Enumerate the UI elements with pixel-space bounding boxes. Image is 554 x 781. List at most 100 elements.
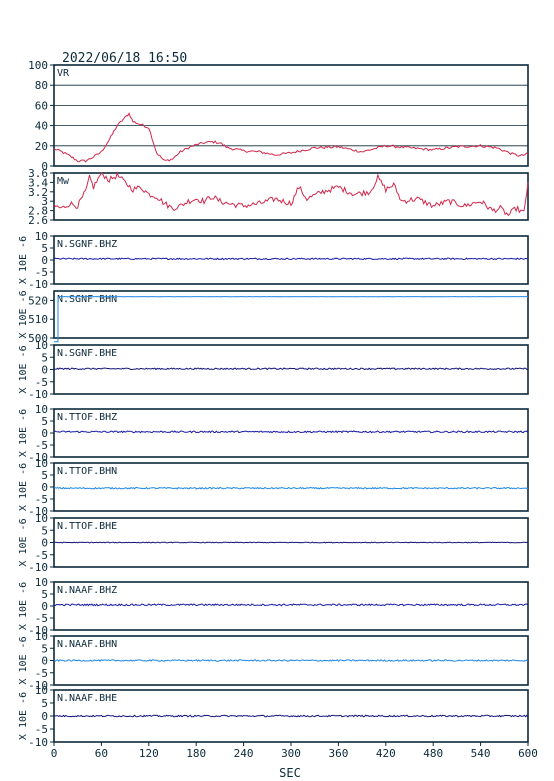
unit-label: X 10E -6 (18, 582, 29, 630)
y-tick-label: 10 (35, 230, 48, 243)
y-tick-label: -10 (28, 736, 48, 749)
y-tick-label: -10 (28, 624, 48, 637)
y-tick-label: 60 (35, 99, 48, 112)
y-tick-label: 500 (28, 332, 48, 345)
y-tick-label: 2.8 (28, 205, 48, 218)
y-tick-label: 510 (28, 313, 48, 326)
y-tick-label: 100 (28, 59, 48, 72)
y-tick-label: 5 (41, 415, 48, 428)
timestamp-title: 2022/06/18 16:50 (62, 51, 187, 66)
y-tick-label: 3.6 (28, 167, 48, 180)
unit-label: X 10E -6 (18, 236, 29, 284)
y-tick-label: -5 (35, 723, 48, 736)
y-tick-label: 40 (35, 120, 48, 133)
y-tick-label: 3 (41, 195, 48, 208)
x-tick-label: 300 (281, 747, 301, 760)
panel-label: N.TTOF.BHE (57, 521, 117, 532)
trace-line (54, 295, 528, 343)
unit-label: X 10E -6 (18, 345, 29, 393)
y-tick-label: 10 (35, 339, 48, 352)
panel-frame (53, 172, 529, 221)
x-tick-label: 420 (376, 747, 396, 760)
y-tick-label: 5 (41, 469, 48, 482)
x-tick-label: 0 (51, 747, 58, 760)
panel-label: N.SGNF.BHE (57, 348, 117, 359)
unit-label: X 10E -6 (18, 409, 29, 457)
panel-frame (53, 64, 529, 167)
unit-label: X 10E -6 (18, 463, 29, 511)
unit-label: X 10E -6 (18, 290, 29, 338)
panel-label: N.NAAF.BHN (57, 639, 117, 650)
y-tick-label: -5 (35, 439, 48, 452)
y-tick-label: 5 (41, 524, 48, 537)
x-axis: 0 60 120 180 240 300 360 420 480 540 600 (51, 742, 538, 760)
y-tick-label: 5 (41, 242, 48, 255)
y-tick-label: 80 (35, 79, 48, 92)
panel-label: N.TTOF.BHN (57, 466, 117, 477)
x-tick-label: 60 (95, 747, 108, 760)
trace-line (53, 367, 529, 371)
panel-mw: 2.62.833.23.43.6 Mw (28, 167, 529, 227)
y-tick-label: -5 (35, 612, 48, 625)
y-tick-label: 0 (41, 655, 48, 668)
y-tick-label: -5 (35, 549, 48, 562)
y-tick-label: 0 (41, 160, 48, 173)
y-tick-label: -5 (35, 667, 48, 680)
trace-line (53, 659, 529, 662)
y-tick-label: -5 (35, 266, 48, 279)
panel-vr: 0 20 40 60 80 100 VR (28, 59, 529, 173)
y-tick-label: 0 (41, 537, 48, 550)
y-tick-label: 520 (28, 294, 48, 307)
y-tick-label: 20 (35, 140, 48, 153)
panel-label: N.NAAF.BHZ (57, 585, 117, 596)
trace-line (53, 257, 528, 261)
trace-line (53, 112, 529, 163)
panel-label: N.SGNF.BHZ (57, 239, 117, 250)
trace-line (54, 486, 528, 490)
x-tick-label: 480 (423, 747, 443, 760)
trace-line (53, 430, 529, 434)
panel-label: N.SGNF.BHN (57, 294, 117, 305)
unit-label: X 10E -6 (18, 636, 29, 684)
y-tick-label: 0 (41, 254, 48, 267)
y-tick-label: 2.6 (28, 214, 48, 227)
y-tick-label: -10 (28, 388, 48, 401)
y-tick-label: 10 (35, 512, 48, 525)
panel-frame (53, 290, 529, 339)
y-tick-label: 5 (41, 351, 48, 364)
y-tick-label: 10 (35, 630, 48, 643)
y-tick-label: -5 (35, 493, 48, 506)
panel-stack: 020406080100VR2.62.833.23.43.6Mw-10-5051… (18, 59, 529, 749)
x-tick-label: 600 (518, 747, 538, 760)
y-tick-label: -10 (28, 451, 48, 464)
panel-frame (53, 462, 529, 512)
y-tick-label: 0 (41, 427, 48, 440)
x-tick-label: 120 (139, 747, 159, 760)
trace-line (53, 714, 529, 718)
unit-label: X 10E -6 (18, 518, 29, 566)
y-tick-label: 0 (41, 481, 48, 494)
y-tick-label: -10 (28, 561, 48, 574)
y-tick-label: 0 (41, 710, 48, 723)
trace-line (54, 603, 529, 607)
y-tick-label: 10 (35, 576, 48, 589)
y-tick-label: -10 (28, 679, 48, 692)
panel-label: Mw (57, 176, 70, 187)
x-tick-label: 360 (328, 747, 348, 760)
y-tick-label: -10 (28, 505, 48, 518)
y-tick-label: 0 (41, 364, 48, 377)
panel-label: N.NAAF.BHE (57, 693, 117, 704)
x-tick-label: 540 (471, 747, 491, 760)
y-tick-label: -10 (28, 278, 48, 291)
y-tick-label: 10 (35, 684, 48, 697)
y-tick-label: -5 (35, 376, 48, 389)
